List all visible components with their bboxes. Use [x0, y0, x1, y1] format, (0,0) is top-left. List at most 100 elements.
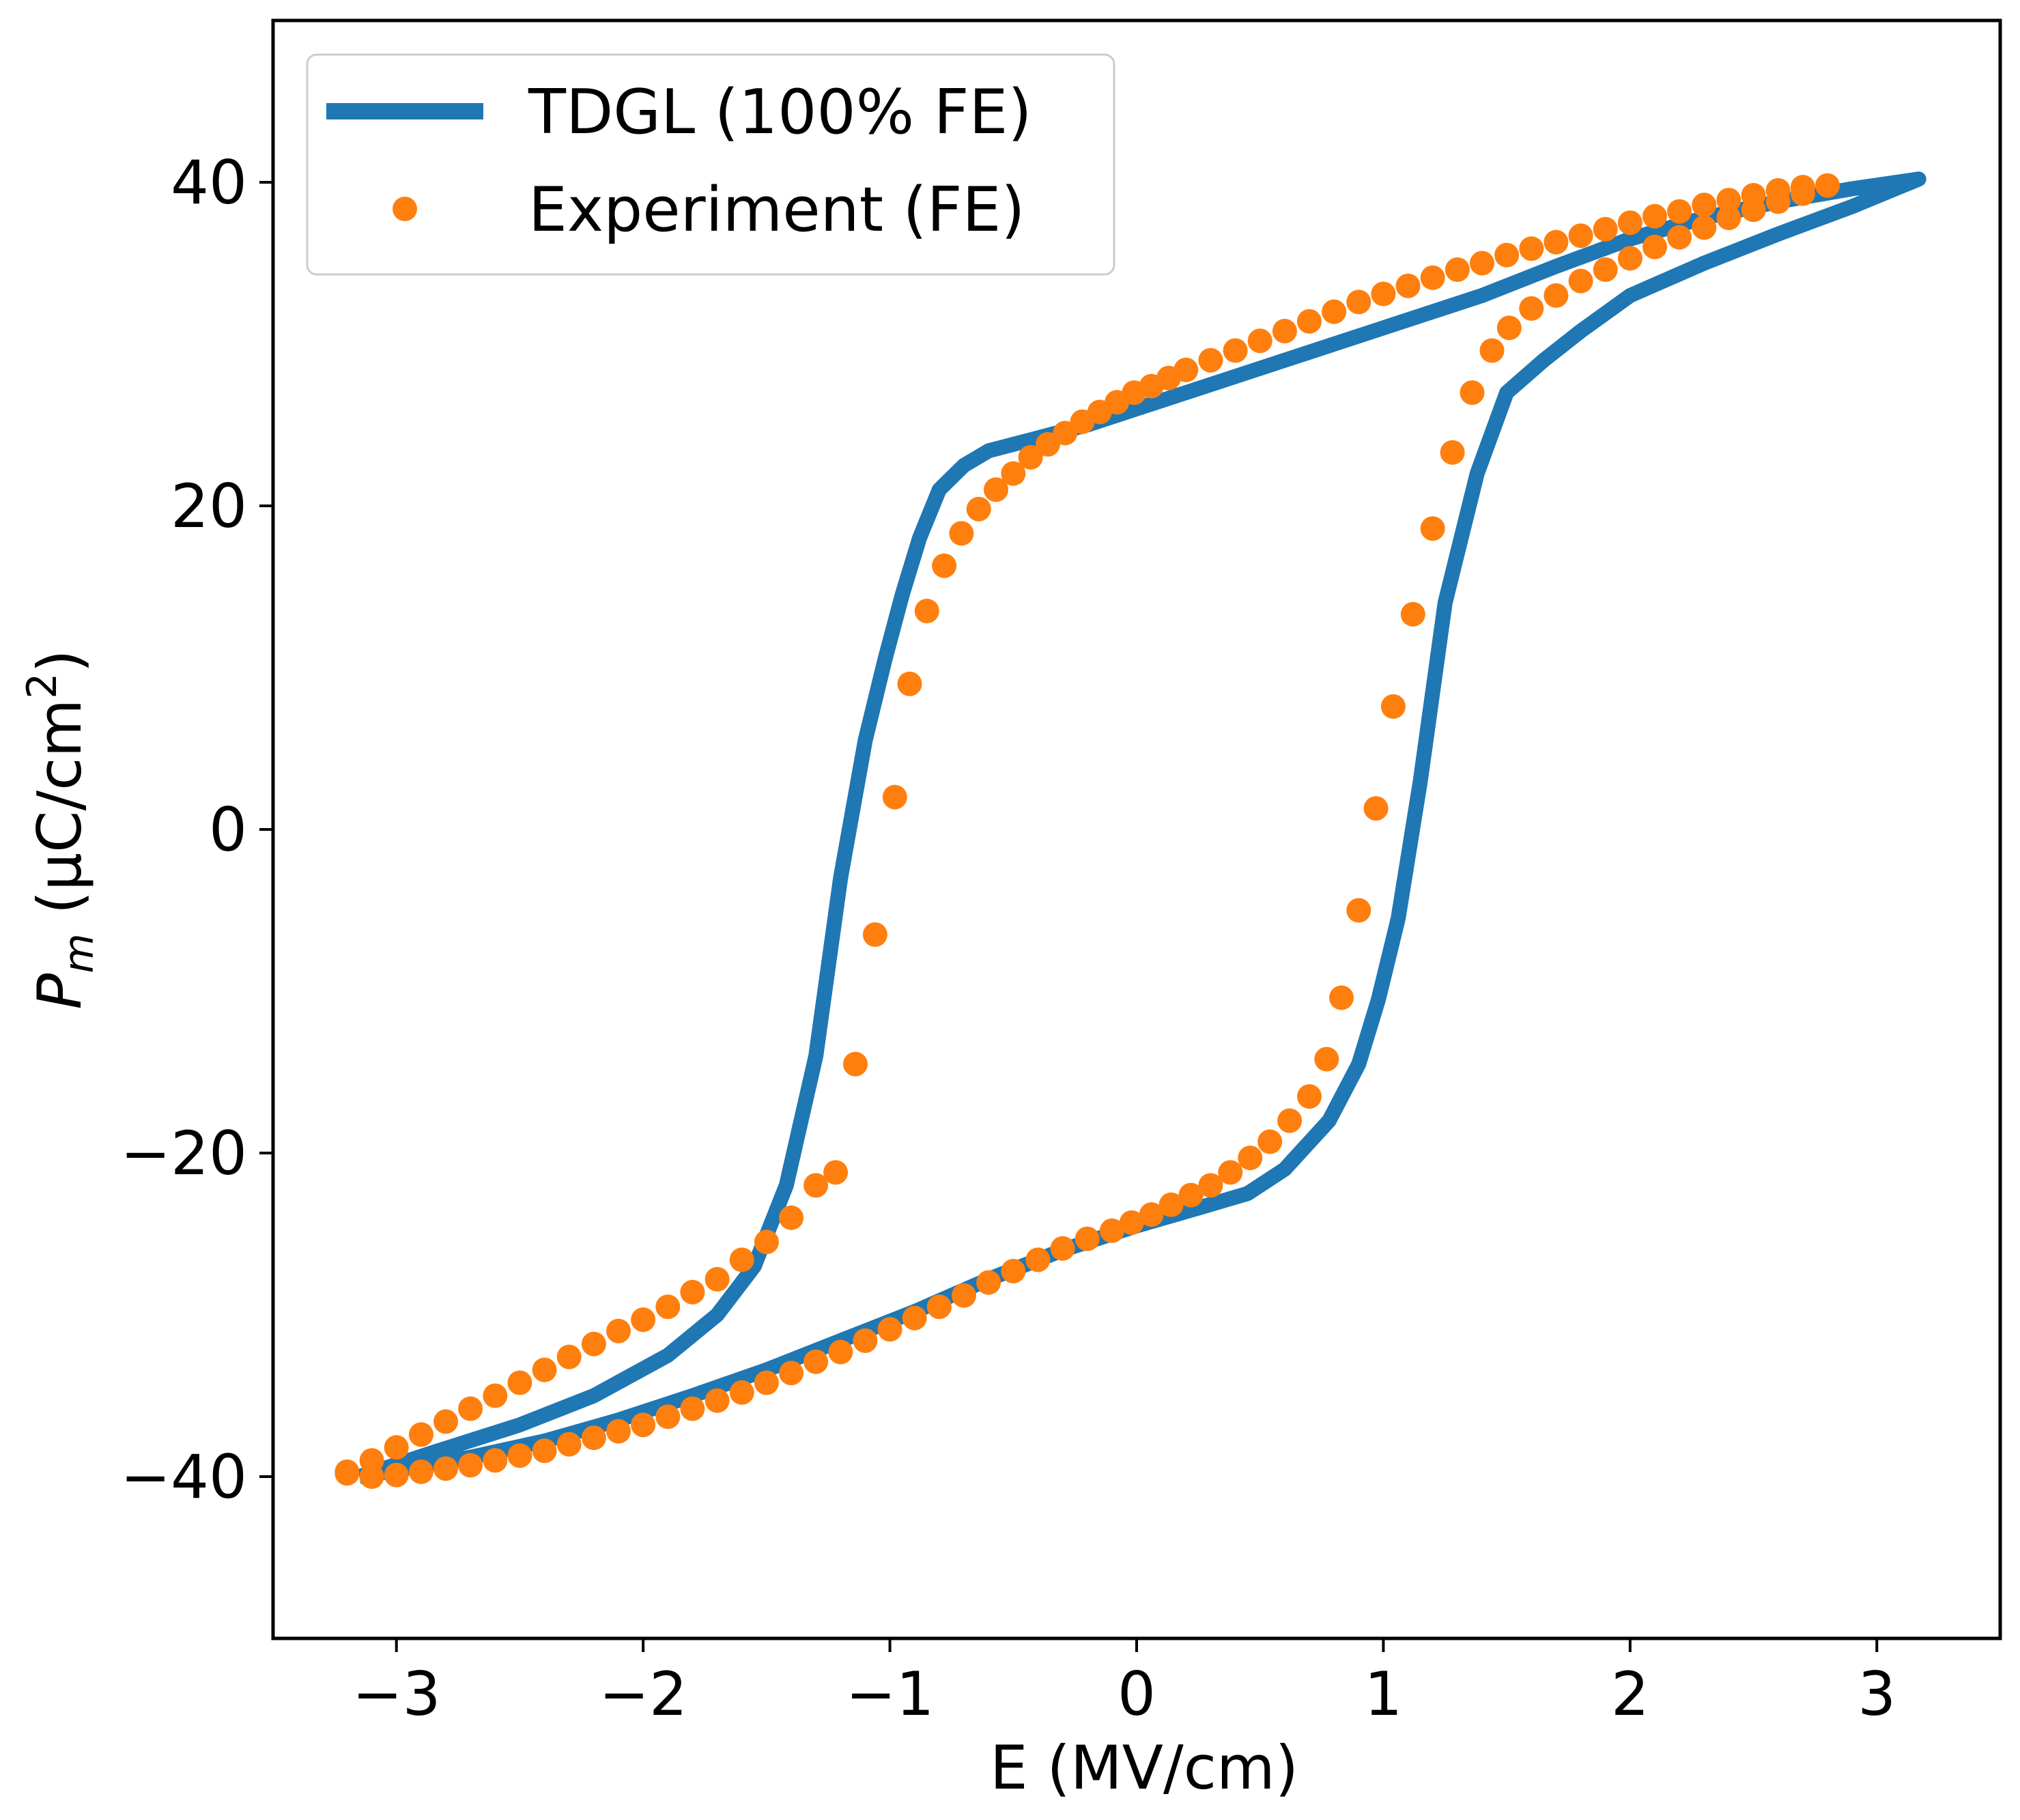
- y-axis-label-units: (μC/cm: [25, 699, 95, 934]
- x-tick-label: 1: [1364, 1659, 1402, 1729]
- experiment-data-point: [1741, 197, 1766, 223]
- experiment-data-point: [1815, 173, 1840, 198]
- experiment-data-point: [1218, 1160, 1243, 1185]
- experiment-data-point: [1371, 281, 1396, 307]
- experiment-data-point: [1363, 796, 1389, 821]
- experiment-data-point: [1173, 357, 1199, 382]
- experiment-data-point: [483, 1448, 508, 1473]
- experiment-data-point: [1420, 516, 1445, 541]
- experiment-data-point: [1617, 210, 1642, 236]
- experiment-data-point: [1716, 188, 1741, 213]
- experiment-data-point: [966, 496, 991, 522]
- experiment-data-point: [1139, 1202, 1164, 1227]
- experiment-data-point: [1018, 444, 1043, 470]
- experiment-data-point: [1314, 1047, 1339, 1072]
- experiment-data-point: [556, 1432, 582, 1457]
- experiment-data-point: [779, 1205, 803, 1230]
- plot-frame: [271, 18, 2002, 1640]
- experiment-data-point: [606, 1318, 631, 1343]
- experiment-data-point: [902, 1305, 927, 1331]
- experiment-data-point: [1470, 251, 1494, 276]
- y-tick-label: 20: [171, 471, 247, 541]
- experiment-data-point: [1198, 347, 1223, 373]
- experiment-data-point: [1380, 694, 1406, 719]
- x-tick-label: −2: [599, 1659, 687, 1729]
- experiment-data-point: [1158, 1192, 1184, 1217]
- experiment-data-point: [458, 1396, 483, 1421]
- experiment-data-point: [853, 1328, 878, 1353]
- experiment-data-point: [1593, 257, 1618, 282]
- experiment-data-point: [949, 521, 974, 546]
- experiment-data-point: [606, 1419, 631, 1444]
- experiment-data-point: [1329, 985, 1354, 1010]
- experiment-data-point: [1001, 461, 1026, 486]
- experiment-data-point: [384, 1435, 409, 1460]
- experiment-data-point: [1479, 338, 1505, 363]
- experiment-data-point: [1617, 246, 1642, 271]
- experiment-data-point: [877, 1317, 902, 1342]
- experiment-data-point: [882, 784, 907, 810]
- experiment-data-point: [1496, 315, 1522, 341]
- experiment-data-point: [655, 1404, 681, 1430]
- x-axis-ticks: −3 −2 −1 0 1 2 3: [352, 1638, 1896, 1729]
- plot-area: [273, 20, 2000, 1638]
- experiment-data-point: [1395, 273, 1421, 298]
- legend-label-experiment: Experiment (FE): [528, 174, 1025, 246]
- experiment-data-point: [1400, 601, 1425, 627]
- y-tick-label: 40: [171, 147, 247, 218]
- experiment-data-point: [359, 1464, 384, 1489]
- experiment-data-point: [1692, 215, 1717, 240]
- experiment-data-point: [556, 1344, 582, 1369]
- experiment-data-point: [483, 1383, 508, 1408]
- experiment-data-point: [1050, 1236, 1075, 1261]
- experiment-data-point: [1346, 898, 1371, 923]
- y-axis-ticks: −40 −20 0 20 40: [120, 147, 273, 1512]
- experiment-data-point: [1119, 1210, 1144, 1235]
- experiment-data-point: [1272, 319, 1297, 343]
- experiment-data-point: [1519, 236, 1544, 261]
- experiment-data-point: [897, 671, 922, 696]
- experiment-data-point: [1247, 328, 1272, 354]
- experiment-data-point: [705, 1266, 730, 1292]
- experiment-data-point: [408, 1422, 433, 1447]
- experiment-data-point: [1667, 225, 1692, 250]
- experiment-data-point: [1568, 268, 1593, 294]
- experiment-data-point: [803, 1349, 829, 1374]
- x-tick-label: −1: [846, 1659, 935, 1729]
- experiment-data-point: [828, 1339, 853, 1365]
- experiment-data-point: [1297, 309, 1322, 334]
- experiment-data-point: [1001, 1259, 1026, 1283]
- experiment-data-point: [631, 1307, 656, 1333]
- experiment-data-point: [823, 1160, 849, 1185]
- experiment-data-point: [433, 1456, 458, 1481]
- experiment-data-point: [532, 1357, 557, 1382]
- experiment-data-point: [952, 1283, 976, 1308]
- experiment-data-point: [1494, 242, 1520, 268]
- experiment-data-point: [1642, 234, 1667, 259]
- experiment-data-point: [705, 1388, 730, 1413]
- experiment-data-point: [1445, 257, 1470, 282]
- experiment-data-point: [1593, 216, 1618, 242]
- experiment-data-point: [1178, 1182, 1204, 1208]
- experiment-data-point: [914, 599, 939, 623]
- experiment-data-point: [408, 1459, 433, 1484]
- experiment-data-point: [458, 1453, 483, 1478]
- legend-label-tdgl: TDGL (100% FE): [528, 76, 1032, 148]
- experiment-data-point: [532, 1438, 557, 1464]
- experiment-data-point: [1460, 380, 1485, 406]
- experiment-data-point: [926, 1294, 952, 1320]
- experiment-data-point: [1544, 283, 1569, 308]
- experiment-data-point: [1667, 199, 1692, 224]
- experiment-data-point: [1223, 338, 1248, 363]
- experiment-data-point: [680, 1279, 705, 1305]
- experiment-data-point: [433, 1409, 458, 1434]
- experiment-data-point: [581, 1331, 606, 1356]
- y-axis-label: Pm (μC/cm2): [18, 649, 103, 1010]
- experiment-data-point: [335, 1461, 360, 1486]
- experiment-data-point: [754, 1229, 779, 1255]
- experiment-data-point: [1322, 299, 1347, 324]
- experiment-data-point: [581, 1425, 606, 1451]
- experiment-data-point: [1790, 181, 1815, 206]
- y-tick-label: −40: [120, 1442, 247, 1512]
- y-axis-label-symbol: P: [25, 973, 95, 1010]
